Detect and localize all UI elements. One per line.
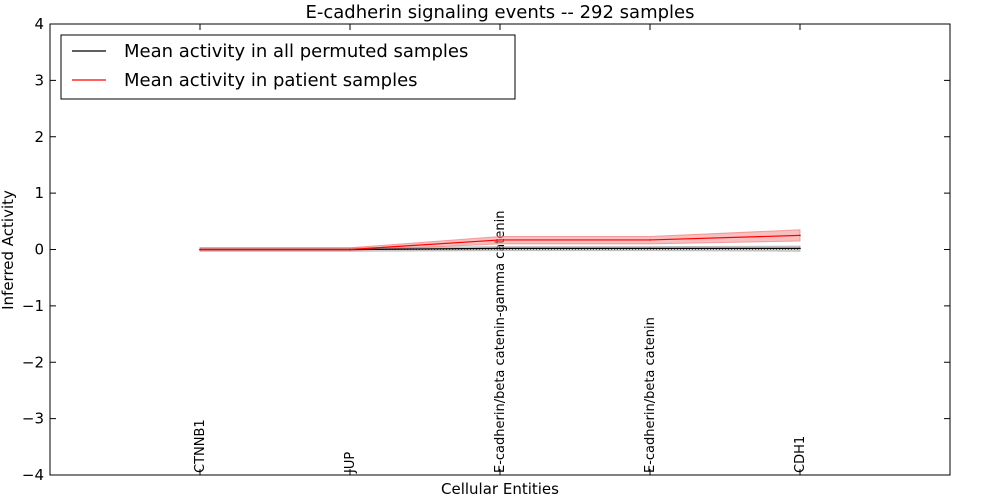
y-tick-label: −4 (22, 466, 44, 484)
plot-area-frame (49, 23, 951, 476)
legend-box (60, 34, 516, 100)
y-axis-label: Inferred Activity (0, 190, 17, 310)
y-tick-label: 1 (34, 184, 44, 202)
legend-entry-1: Mean activity in patient samples (124, 70, 418, 91)
y-tick-label: 4 (34, 15, 44, 33)
y-tick-label: 0 (34, 241, 44, 259)
category-label: CDH1 (793, 436, 808, 473)
series-1-point (799, 234, 801, 237)
y-tick-label: 3 (34, 71, 44, 89)
y-tick-label: 2 (34, 128, 44, 146)
category-label: JUP (343, 452, 358, 474)
series-1-point (649, 239, 651, 241)
series-1-point (499, 239, 501, 241)
series-1-point (349, 248, 351, 251)
legend-entry-0: Mean activity in all permuted samples (124, 41, 468, 62)
category-label: E-cadherin/beta catenin (643, 317, 658, 473)
y-tick-label: −3 (22, 410, 44, 428)
y-tick-label: −1 (22, 297, 44, 315)
series-0-point (799, 247, 801, 250)
x-axis-label: Cellular Entities (441, 480, 559, 498)
category-label: E-cadherin/beta catenin-gamma catenin (493, 211, 508, 473)
series-0-point (649, 247, 651, 250)
y-tick-label: −2 (22, 353, 44, 371)
category-label: CTNNB1 (193, 419, 208, 473)
chart-title: E-cadherin signaling events -- 292 sampl… (305, 2, 694, 23)
series-0-point (499, 247, 501, 250)
series-1-point (199, 248, 201, 251)
